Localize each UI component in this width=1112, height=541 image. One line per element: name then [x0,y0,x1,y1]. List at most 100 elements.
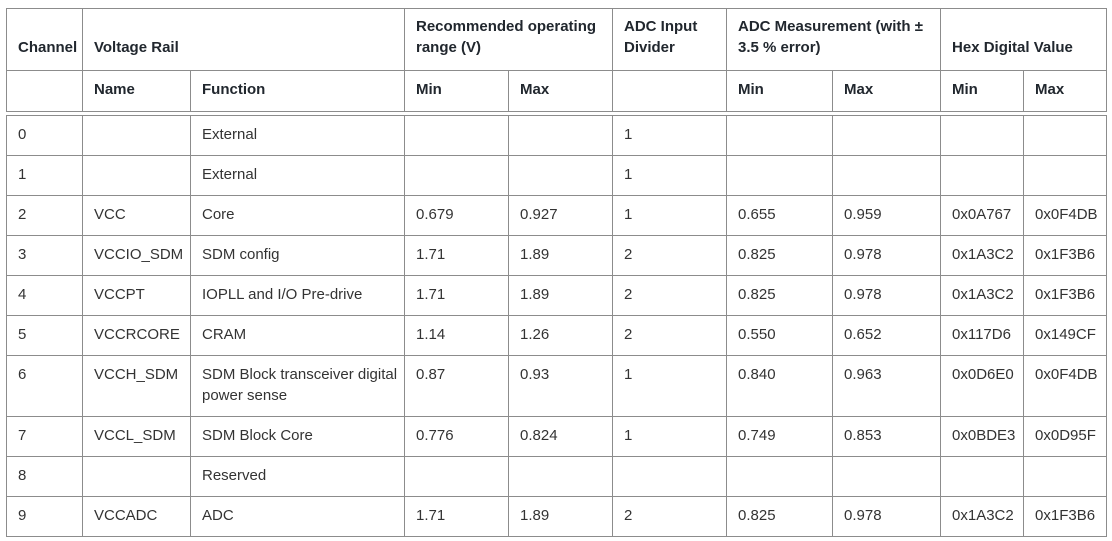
cell-hex-max: 0x0D95F [1023,416,1108,457]
column-header-adc-measurement: ADC Measurement (with ± 3.5 % error) [725,8,942,71]
cell-adc-max: 0.959 [831,195,942,236]
table-row: 4 VCCPT IOPLL and I/O Pre-drive 1.71 1.89 2 0.… [6,275,1108,316]
cell-divider: 2 [612,235,727,276]
cell-divider: 1 [612,155,727,196]
cell-adc-min: 0.749 [726,416,833,457]
cell-adc-min: 0.825 [726,235,833,276]
cell-rec-max [508,115,613,156]
cell-divider: 1 [612,355,727,417]
cell-function: CRAM [190,315,405,356]
cell-name: VCCL_SDM [82,416,191,457]
cell-adc-max: 0.978 [831,235,942,276]
cell-rec-min [404,456,509,497]
cell-adc-min [726,155,833,196]
cell-name: VCCPT [82,275,191,316]
cell-hex-min [940,115,1025,156]
column-header-recommended-range: Recommended operating range (V) [404,8,613,71]
column-header-adc-input-divider: ADC Input Divider [612,8,727,71]
cell-channel: 1 [6,155,83,196]
subheader-adc-min: Min [726,70,833,112]
cell-name [82,456,191,497]
column-header-hex-digital-value: Hex Digital Value [940,8,1108,71]
subheader-rec-max: Max [508,70,613,112]
cell-name: VCCIO_SDM [82,235,191,276]
cell-hex-min: 0x0A767 [940,195,1025,236]
cell-adc-min: 0.550 [726,315,833,356]
cell-rec-max: 0.93 [508,355,613,417]
cell-function: Core [190,195,405,236]
table-body: 0 External 1 1 External 1 2 VCC Core 0.679 0.927 1 0… [6,111,1108,537]
header-body-gap [6,111,1107,116]
subheader-adc-max: Max [831,70,942,112]
cell-channel: 3 [6,235,83,276]
cell-rec-max: 0.927 [508,195,613,236]
cell-hex-min: 0x117D6 [940,315,1025,356]
table-header: Channel Voltage Rail Recommended operati… [6,8,1108,112]
adc-channel-spec-table: Channel Voltage Rail Recommended operati… [6,8,1108,537]
subheader-name: Name [82,70,191,112]
cell-channel: 7 [6,416,83,457]
subheader-function: Function [190,70,405,112]
cell-rec-max [508,456,613,497]
cell-adc-min: 0.825 [726,275,833,316]
subheader-divider-empty [612,70,727,112]
column-header-voltage-rail: Voltage Rail [82,8,405,71]
cell-function: SDM Block transceiver digital power sens… [190,355,405,417]
cell-hex-max [1023,155,1108,196]
cell-hex-min: 0x1A3C2 [940,496,1025,537]
cell-divider [612,456,727,497]
cell-channel: 8 [6,456,83,497]
cell-rec-min: 1.71 [404,496,509,537]
cell-rec-min [404,155,509,196]
cell-adc-max: 0.853 [831,416,942,457]
table-row: 0 External 1 [6,115,1108,156]
cell-rec-max: 1.26 [508,315,613,356]
table-row: 2 VCC Core 0.679 0.927 1 0.655 0.959 0x0A767 0x0F… [6,195,1108,236]
subheader-channel-empty [6,70,83,112]
cell-name [82,155,191,196]
cell-rec-min: 0.776 [404,416,509,457]
cell-channel: 6 [6,355,83,417]
cell-channel: 2 [6,195,83,236]
cell-channel: 5 [6,315,83,356]
cell-function: SDM Block Core [190,416,405,457]
cell-hex-min: 0x1A3C2 [940,275,1025,316]
cell-adc-min: 0.840 [726,355,833,417]
cell-rec-max: 1.89 [508,496,613,537]
cell-adc-min: 0.655 [726,195,833,236]
cell-function: Reserved [190,456,405,497]
cell-name: VCC [82,195,191,236]
cell-function: IOPLL and I/O Pre-drive [190,275,405,316]
column-header-channel: Channel [6,8,83,71]
cell-channel: 4 [6,275,83,316]
cell-rec-min [404,115,509,156]
cell-rec-min: 1.14 [404,315,509,356]
cell-hex-max: 0x1F3B6 [1023,235,1108,276]
cell-function: External [190,155,405,196]
cell-divider: 2 [612,315,727,356]
cell-hex-max: 0x1F3B6 [1023,275,1108,316]
table-row: 8 Reserved [6,456,1108,497]
cell-adc-max: 0.978 [831,275,942,316]
table-row: 5 VCCRCORE CRAM 1.14 1.26 2 0.550 0.652 0x117D6 0… [6,315,1108,356]
cell-divider: 1 [612,416,727,457]
cell-adc-max: 0.963 [831,355,942,417]
cell-adc-max [831,115,942,156]
cell-name: VCCRCORE [82,315,191,356]
cell-hex-min: 0x0D6E0 [940,355,1025,417]
cell-divider: 1 [612,195,727,236]
cell-rec-min: 1.71 [404,275,509,316]
table-row: 3 VCCIO_SDM SDM config 1.71 1.89 2 0.825 0.978 0… [6,235,1108,276]
table-row: 6 VCCH_SDM SDM Block transceiver digital p… [6,355,1108,417]
cell-function: External [190,115,405,156]
cell-rec-max: 0.824 [508,416,613,457]
cell-function: SDM config [190,235,405,276]
header-sub-row: Name Function Min Max Min Max Min Max [6,70,1108,112]
cell-function: ADC [190,496,405,537]
cell-rec-min: 0.679 [404,195,509,236]
cell-rec-min: 1.71 [404,235,509,276]
cell-hex-max: 0x0F4DB [1023,355,1108,417]
cell-name: VCCADC [82,496,191,537]
subheader-hex-min: Min [940,70,1025,112]
table-row: 9 VCCADC ADC 1.71 1.89 2 0.825 0.978 0x1A3C2 0x1F… [6,496,1108,537]
